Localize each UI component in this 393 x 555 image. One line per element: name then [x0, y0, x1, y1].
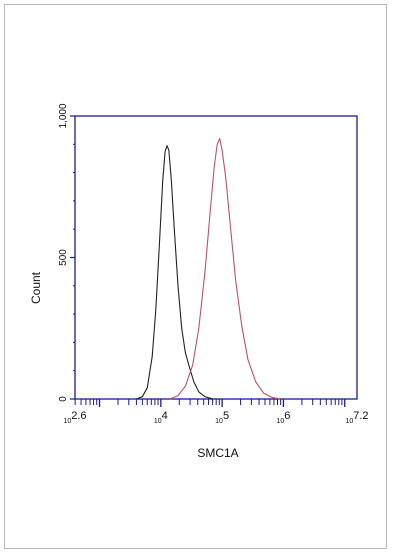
- histogram-series-2: [169, 138, 281, 400]
- x-tick-label: 107.2: [345, 410, 368, 425]
- chart-frame: [4, 4, 387, 549]
- axes-box: [74, 115, 358, 400]
- x-axis-label: SMC1A: [197, 446, 238, 460]
- y-tick-label: 1,000: [58, 103, 69, 128]
- y-tick-label: 500: [58, 249, 69, 266]
- x-tick-label: 104: [154, 410, 168, 425]
- x-tick-label: 105: [215, 410, 229, 425]
- histogram-series-1: [136, 145, 214, 400]
- plot-area: 0 500 1,000 102.6 104 105 106 107.2: [58, 103, 369, 425]
- y-tick-label: 0: [58, 396, 69, 402]
- x-tick-label: 102.6: [63, 410, 86, 425]
- x-tick-label: 106: [276, 410, 290, 425]
- y-axis-label: Count: [29, 271, 43, 304]
